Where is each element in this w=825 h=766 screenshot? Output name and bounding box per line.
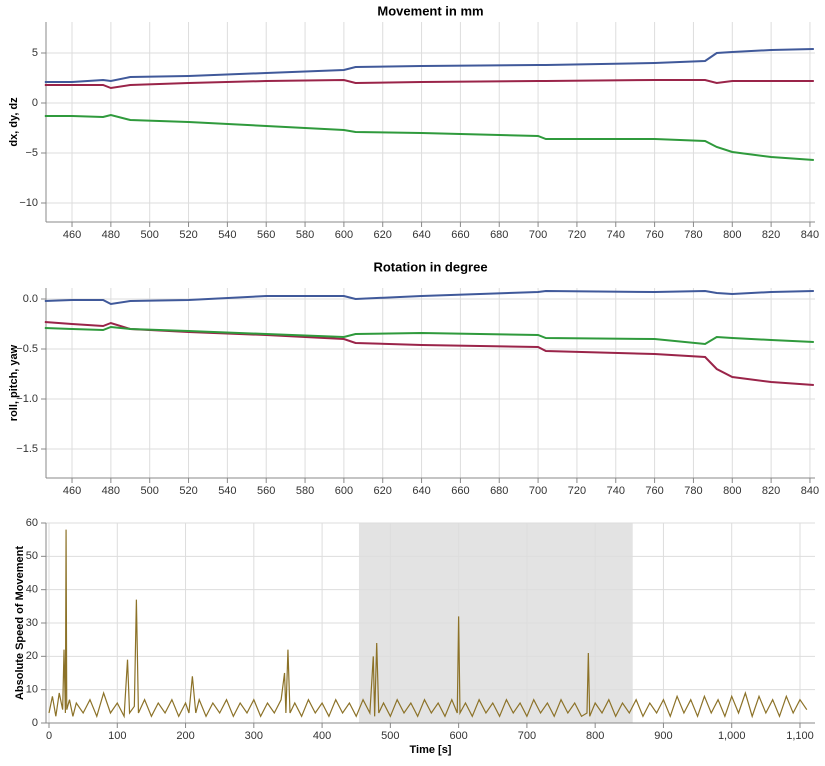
y-tick-label: 30 — [26, 617, 38, 629]
x-tick-label: 480 — [102, 485, 120, 497]
x-tick-label: 820 — [762, 229, 780, 241]
y-tick-label: 60 — [26, 517, 38, 529]
x-tick-label: 1,100 — [786, 730, 814, 742]
x-tick-label: 580 — [296, 229, 314, 241]
x-tick-label: 0 — [46, 730, 52, 742]
x-tick-label: 300 — [245, 730, 263, 742]
series-line — [44, 321, 814, 386]
x-tick-label: 780 — [684, 229, 702, 241]
x-tick-label: 600 — [449, 730, 467, 742]
x-tick-label: 560 — [257, 229, 275, 241]
x-tick-label: 560 — [257, 485, 275, 497]
x-tick-label: 660 — [451, 485, 469, 497]
y-axis-title: roll, pitch, yaw — [8, 344, 20, 421]
y-tick-label: 10 — [26, 684, 38, 696]
x-tick-label: 200 — [176, 730, 194, 742]
x-tick-label: 700 — [529, 485, 547, 497]
x-tick-label: 700 — [529, 229, 547, 241]
y-tick-label: −0.5 — [16, 343, 38, 355]
x-tick-label: 640 — [412, 229, 430, 241]
x-tick-label: 780 — [684, 485, 702, 497]
x-tick-label: 900 — [654, 730, 672, 742]
x-tick-label: 600 — [335, 229, 353, 241]
series-line — [44, 289, 814, 306]
series-line — [44, 78, 814, 90]
chart-title: Movement in mm — [377, 3, 483, 18]
x-tick-label: 480 — [102, 229, 120, 241]
x-tick-label: 580 — [296, 485, 314, 497]
x-tick-label: 700 — [518, 730, 536, 742]
x-tick-label: 720 — [568, 485, 586, 497]
x-tick-label: 460 — [63, 229, 81, 241]
y-tick-label: 20 — [26, 650, 38, 662]
x-tick-label: 800 — [723, 229, 741, 241]
y-tick-label: 5 — [32, 47, 38, 59]
x-tick-label: 840 — [801, 485, 819, 497]
x-tick-label: 720 — [568, 229, 586, 241]
x-tick-label: 600 — [335, 485, 353, 497]
x-tick-label: 660 — [451, 229, 469, 241]
x-tick-label: 500 — [141, 485, 159, 497]
y-tick-label: −5 — [25, 147, 38, 159]
y-axis-title: dx, dy, dz — [8, 97, 20, 147]
x-tick-label: 500 — [141, 229, 159, 241]
y-tick-label: −10 — [19, 197, 38, 209]
y-axis-title: Absolute Speed of Movement — [14, 546, 26, 700]
x-tick-label: 760 — [645, 485, 663, 497]
x-tick-label: 740 — [607, 229, 625, 241]
y-tick-label: 0 — [32, 717, 38, 729]
x-tick-label: 760 — [645, 229, 663, 241]
x-tick-label: 1,000 — [718, 730, 746, 742]
x-tick-label: 680 — [490, 229, 508, 241]
x-tick-label: 800 — [586, 730, 604, 742]
x-tick-label: 740 — [607, 485, 625, 497]
y-tick-label: 50 — [26, 550, 38, 562]
y-tick-label: 0 — [32, 97, 38, 109]
x-tick-label: 500 — [381, 730, 399, 742]
x-tick-label: 840 — [801, 229, 819, 241]
series-line — [44, 113, 814, 161]
x-tick-label: 540 — [218, 229, 236, 241]
y-tick-label: −1.5 — [16, 443, 38, 455]
x-tick-label: 620 — [374, 485, 392, 497]
x-tick-label: 460 — [63, 485, 81, 497]
series-line — [44, 325, 814, 346]
x-tick-label: 680 — [490, 485, 508, 497]
x-tick-label: 520 — [179, 485, 197, 497]
x-tick-label: 800 — [723, 485, 741, 497]
x-axis-title: Time [s] — [410, 744, 452, 756]
series-line — [48, 529, 808, 719]
x-tick-label: 820 — [762, 485, 780, 497]
series-line — [44, 48, 814, 83]
x-tick-label: 100 — [108, 730, 126, 742]
y-tick-label: −1.0 — [16, 393, 38, 405]
x-tick-label: 520 — [179, 229, 197, 241]
x-tick-label: 620 — [374, 229, 392, 241]
x-tick-label: 540 — [218, 485, 236, 497]
x-tick-label: 400 — [313, 730, 331, 742]
y-tick-label: 40 — [26, 584, 38, 596]
chart-title: Rotation in degree — [373, 259, 487, 274]
x-tick-label: 640 — [412, 485, 430, 497]
y-tick-label: 0.0 — [23, 293, 38, 305]
